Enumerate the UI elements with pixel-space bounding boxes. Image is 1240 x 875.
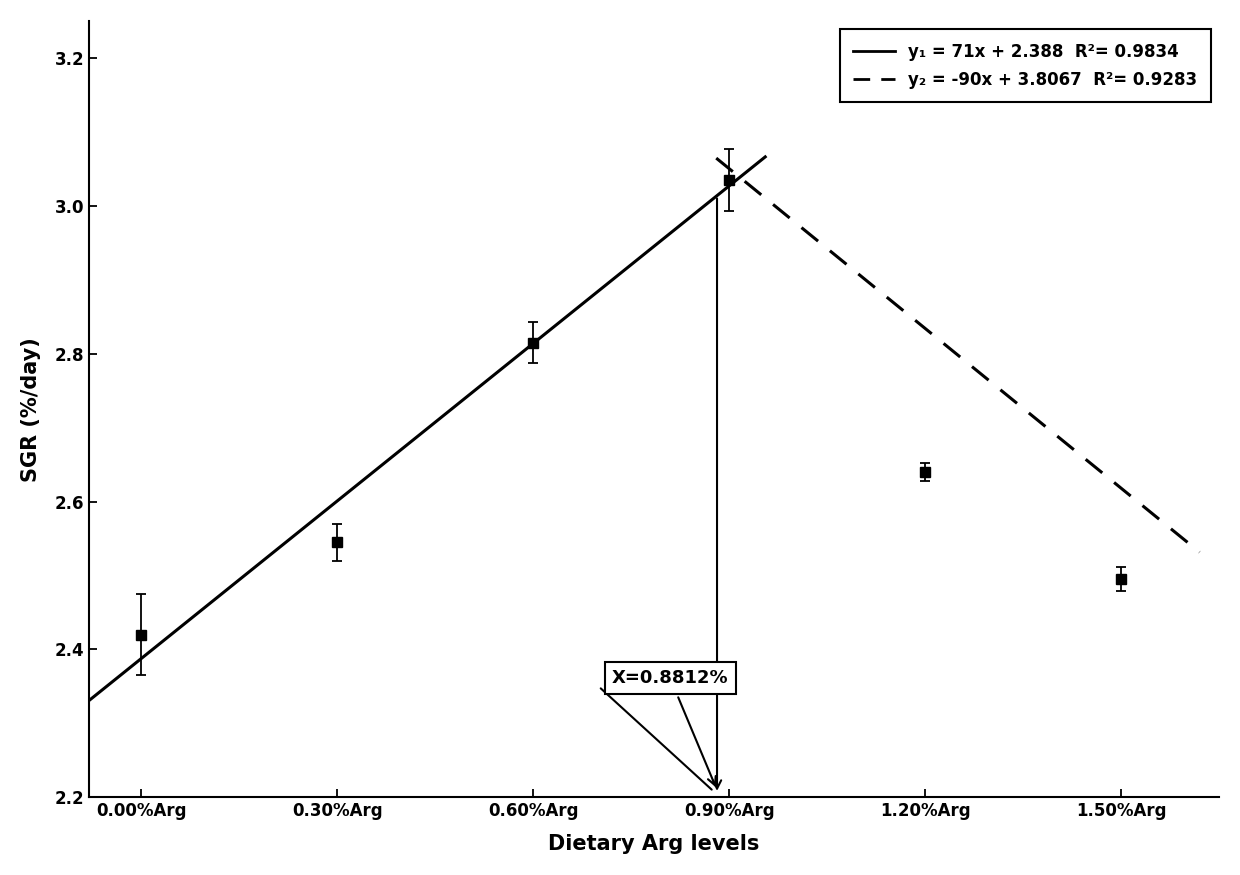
X-axis label: Dietary Arg levels: Dietary Arg levels	[548, 834, 760, 854]
Text: X=0.8812%: X=0.8812%	[611, 668, 728, 785]
Y-axis label: SGR (%/day): SGR (%/day)	[21, 337, 41, 481]
Legend: y₁ = 71x + 2.388  R²= 0.9834, y₂ = -90x + 3.8067  R²= 0.9283: y₁ = 71x + 2.388 R²= 0.9834, y₂ = -90x +…	[839, 29, 1210, 102]
